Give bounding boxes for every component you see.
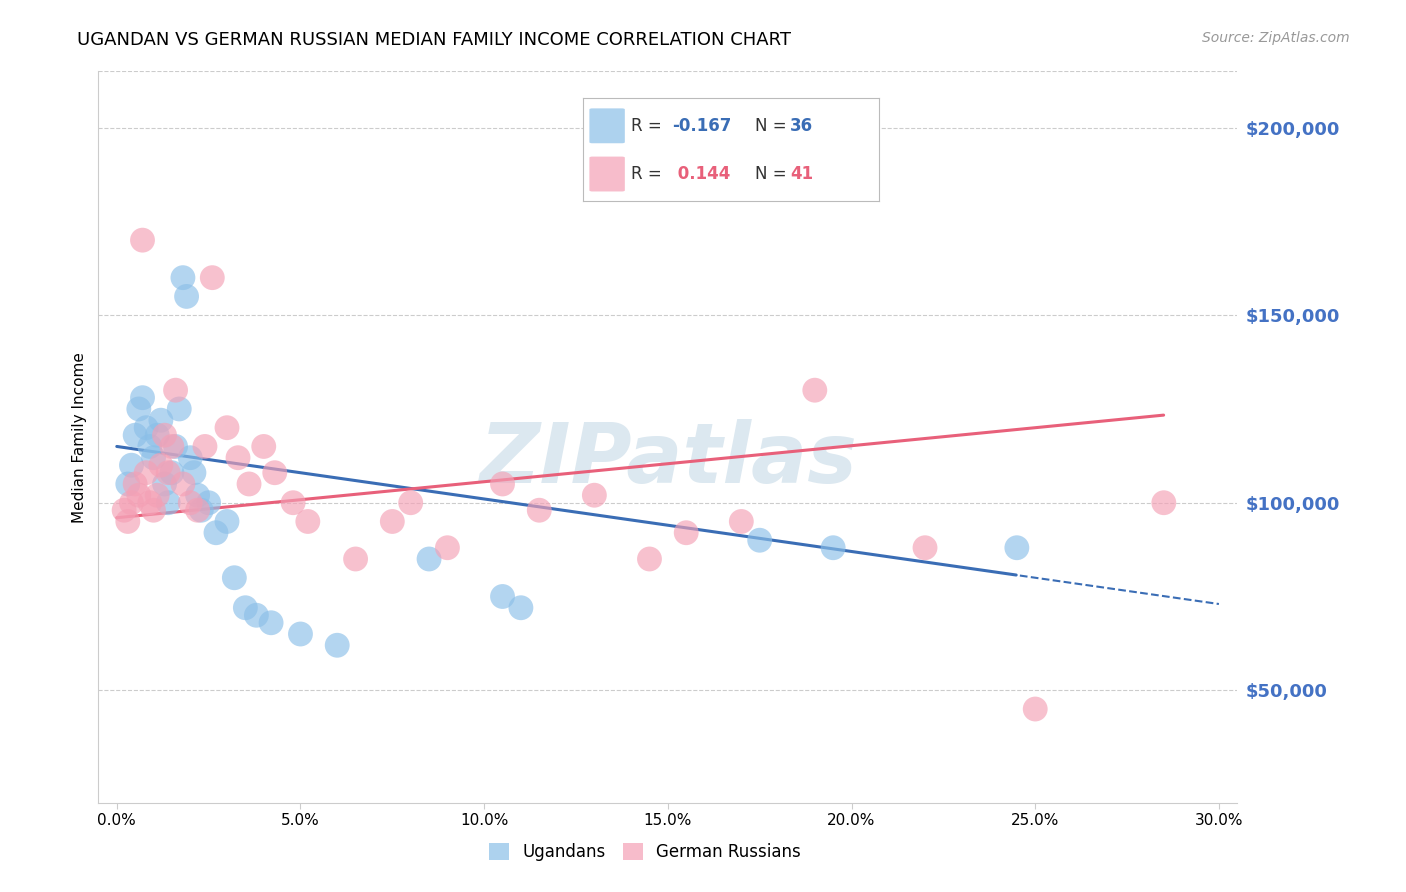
Y-axis label: Median Family Income: Median Family Income bbox=[72, 351, 87, 523]
Text: R =: R = bbox=[631, 165, 666, 183]
Point bbox=[157, 496, 180, 510]
FancyBboxPatch shape bbox=[589, 157, 624, 192]
Point bbox=[131, 391, 153, 405]
Point bbox=[215, 420, 238, 434]
Point bbox=[112, 503, 135, 517]
Point bbox=[730, 515, 752, 529]
Point bbox=[583, 488, 606, 502]
Point bbox=[804, 383, 827, 397]
Point bbox=[142, 450, 165, 465]
Point bbox=[238, 477, 260, 491]
Point bbox=[290, 627, 312, 641]
Point bbox=[121, 458, 143, 473]
Point bbox=[135, 420, 157, 434]
Point bbox=[748, 533, 770, 548]
Point bbox=[509, 600, 531, 615]
Point bbox=[224, 571, 246, 585]
Point bbox=[914, 541, 936, 555]
Point bbox=[165, 383, 187, 397]
Point bbox=[381, 515, 404, 529]
Point bbox=[139, 440, 162, 454]
Point bbox=[179, 496, 201, 510]
Point bbox=[281, 496, 304, 510]
Point bbox=[190, 503, 212, 517]
Point bbox=[160, 466, 183, 480]
Point bbox=[399, 496, 422, 510]
Point bbox=[201, 270, 224, 285]
Text: -0.167: -0.167 bbox=[672, 117, 731, 135]
Point bbox=[1005, 541, 1028, 555]
Point bbox=[179, 450, 201, 465]
Point bbox=[253, 440, 276, 454]
Point bbox=[197, 496, 219, 510]
Point bbox=[176, 289, 198, 303]
Text: 36: 36 bbox=[790, 117, 813, 135]
Point bbox=[149, 413, 172, 427]
Text: 41: 41 bbox=[790, 165, 813, 183]
Point bbox=[157, 466, 180, 480]
Point bbox=[187, 488, 209, 502]
Text: Source: ZipAtlas.com: Source: ZipAtlas.com bbox=[1202, 31, 1350, 45]
Point bbox=[153, 428, 176, 442]
Point bbox=[117, 515, 139, 529]
Point bbox=[146, 428, 169, 442]
Point bbox=[124, 428, 146, 442]
Point bbox=[215, 515, 238, 529]
Text: N =: N = bbox=[755, 165, 792, 183]
Point bbox=[436, 541, 458, 555]
Point bbox=[491, 477, 513, 491]
Point bbox=[131, 233, 153, 247]
Point bbox=[194, 440, 217, 454]
Point bbox=[172, 270, 194, 285]
Point bbox=[1153, 496, 1175, 510]
Point bbox=[153, 477, 176, 491]
Point bbox=[675, 525, 697, 540]
Text: ZIPatlas: ZIPatlas bbox=[479, 418, 856, 500]
Point bbox=[245, 608, 267, 623]
Point bbox=[260, 615, 283, 630]
Point bbox=[418, 552, 440, 566]
Point bbox=[149, 458, 172, 473]
Point bbox=[146, 488, 169, 502]
Point bbox=[124, 477, 146, 491]
Point bbox=[344, 552, 367, 566]
Point bbox=[121, 496, 143, 510]
Text: 0.144: 0.144 bbox=[672, 165, 731, 183]
Point bbox=[139, 496, 162, 510]
Point bbox=[117, 477, 139, 491]
Point bbox=[226, 450, 249, 465]
Point bbox=[172, 477, 194, 491]
Text: UGANDAN VS GERMAN RUSSIAN MEDIAN FAMILY INCOME CORRELATION CHART: UGANDAN VS GERMAN RUSSIAN MEDIAN FAMILY … bbox=[77, 31, 792, 49]
Text: R =: R = bbox=[631, 117, 666, 135]
Text: N =: N = bbox=[755, 117, 792, 135]
Point bbox=[167, 401, 190, 416]
Point bbox=[263, 466, 285, 480]
Point bbox=[142, 503, 165, 517]
Point bbox=[491, 590, 513, 604]
Point bbox=[160, 440, 183, 454]
Point bbox=[638, 552, 661, 566]
Point bbox=[326, 638, 349, 652]
Point bbox=[135, 466, 157, 480]
Point bbox=[1024, 702, 1046, 716]
Point bbox=[823, 541, 845, 555]
Legend: Ugandans, German Russians: Ugandans, German Russians bbox=[482, 836, 807, 868]
Point bbox=[205, 525, 228, 540]
FancyBboxPatch shape bbox=[589, 109, 624, 144]
Point bbox=[128, 488, 150, 502]
Point bbox=[529, 503, 551, 517]
Point bbox=[165, 440, 187, 454]
Point bbox=[297, 515, 319, 529]
Point bbox=[128, 401, 150, 416]
Point bbox=[235, 600, 257, 615]
Point bbox=[187, 503, 209, 517]
Point bbox=[183, 466, 205, 480]
